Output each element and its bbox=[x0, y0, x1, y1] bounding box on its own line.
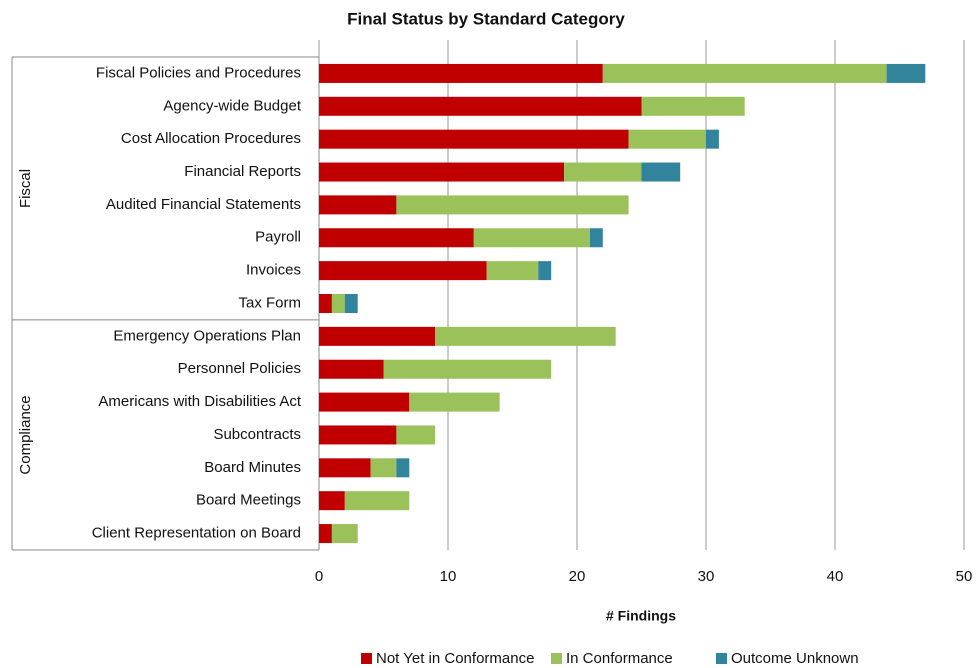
bar-segment bbox=[319, 524, 332, 544]
y-tick-label: Americans with Disabilities Act bbox=[98, 393, 301, 410]
bar-segment bbox=[319, 228, 474, 248]
bar-segment bbox=[319, 425, 397, 445]
bar-segment bbox=[370, 458, 397, 478]
x-tick-label: 40 bbox=[827, 568, 844, 585]
bar-segment bbox=[602, 63, 887, 83]
group-label: Fiscal bbox=[17, 169, 34, 208]
legend-label: Not Yet in Conformance bbox=[376, 650, 534, 667]
bar-segment bbox=[344, 294, 358, 313]
y-tick-label: Board Meetings bbox=[196, 492, 301, 509]
bar-segment bbox=[344, 491, 410, 511]
x-tick-label: 30 bbox=[698, 568, 715, 585]
y-tick-label: Payroll bbox=[255, 229, 301, 246]
y-tick-label: Tax Form bbox=[238, 294, 301, 311]
y-tick-label: Subcontracts bbox=[213, 426, 301, 443]
x-tick-label: 20 bbox=[569, 568, 586, 585]
bar-segment bbox=[486, 261, 539, 281]
y-tick-label: Audited Financial Statements bbox=[106, 196, 301, 213]
bar-segment bbox=[319, 63, 603, 83]
x-tick-label: 10 bbox=[440, 568, 457, 585]
bar-segment bbox=[319, 326, 436, 346]
bar-segment bbox=[641, 162, 681, 182]
legend-swatch bbox=[361, 653, 372, 664]
legend-label: Outcome Unknown bbox=[731, 650, 859, 667]
bar-segment bbox=[589, 228, 603, 248]
bar-segment bbox=[319, 359, 384, 379]
bar-segment bbox=[396, 195, 629, 215]
bar-segment bbox=[319, 195, 397, 215]
x-tick-label: 50 bbox=[956, 568, 973, 585]
bar-segment bbox=[319, 162, 565, 182]
bar-segment bbox=[319, 294, 332, 313]
bar-segment bbox=[396, 425, 436, 445]
legend-swatch bbox=[716, 653, 727, 664]
bar-segment bbox=[319, 392, 410, 412]
y-tick-label: Invoices bbox=[246, 262, 301, 279]
y-tick-label: Board Minutes bbox=[204, 459, 301, 476]
bar-segment bbox=[319, 458, 371, 478]
bar-segment bbox=[319, 129, 629, 149]
bar-segment bbox=[706, 129, 719, 149]
x-tick-label: 0 bbox=[315, 568, 323, 585]
chart-title: Final Status by Standard Category bbox=[347, 9, 625, 28]
y-tick-label: Financial Reports bbox=[184, 163, 301, 180]
y-tick-label: Cost Allocation Procedures bbox=[121, 130, 301, 147]
bar-segment bbox=[435, 326, 616, 346]
bar-segment bbox=[886, 63, 926, 83]
x-axis-label: # Findings bbox=[606, 608, 676, 624]
legend-swatch bbox=[551, 653, 562, 664]
y-tick-label: Agency-wide Budget bbox=[163, 97, 301, 114]
bar-segment bbox=[396, 458, 410, 478]
y-tick-label: Client Representation on Board bbox=[92, 525, 301, 542]
bar-segment bbox=[473, 228, 590, 248]
y-tick-label: Emergency Operations Plan bbox=[113, 327, 301, 344]
bar-segment bbox=[331, 524, 358, 544]
legend-label: In Conformance bbox=[566, 650, 673, 667]
bar-segment bbox=[538, 261, 552, 281]
bar-segment bbox=[383, 359, 552, 379]
bar-segment bbox=[319, 261, 487, 281]
group-label: Compliance bbox=[17, 395, 34, 474]
bar-segment bbox=[331, 294, 345, 313]
bar-segment bbox=[564, 162, 642, 182]
y-tick-label: Personnel Policies bbox=[178, 360, 301, 377]
bar-segment bbox=[319, 96, 642, 116]
bar-segment bbox=[628, 129, 706, 149]
bar-segment bbox=[409, 392, 500, 412]
y-tick-label: Fiscal Policies and Procedures bbox=[96, 64, 301, 81]
bar-segment bbox=[641, 96, 745, 116]
bar-segment bbox=[319, 491, 345, 511]
